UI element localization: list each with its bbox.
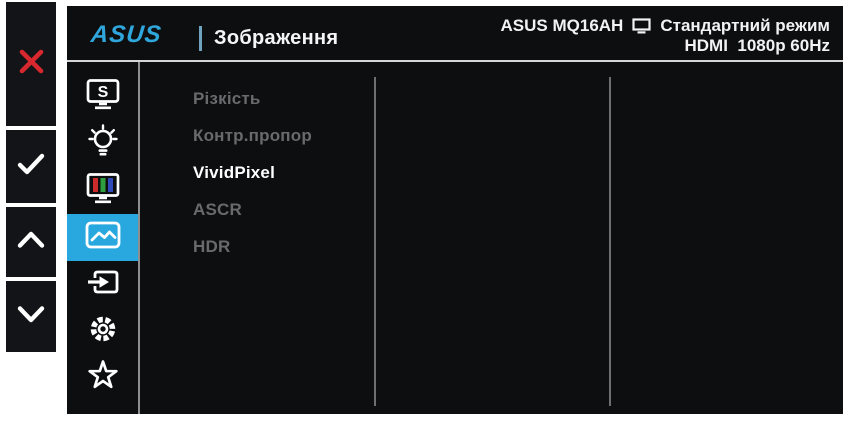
shortcut-star-icon: [85, 358, 121, 399]
confirm-button[interactable]: [6, 130, 56, 203]
monitor-model: ASUS MQ16AH: [500, 16, 624, 35]
sidebar-item-shortcut[interactable]: [67, 355, 138, 402]
sidebar-item-splendid[interactable]: S: [67, 73, 138, 120]
navigate-up-button[interactable]: [6, 207, 56, 277]
system-setup-icon: [85, 311, 121, 352]
sidebar-item-input-select[interactable]: [67, 261, 138, 308]
svg-text:S: S: [97, 84, 108, 101]
close-icon: [18, 48, 45, 80]
sidebar-item-system-setup[interactable]: [67, 308, 138, 355]
display-mode: Стандартний режим: [660, 16, 830, 35]
menu-item-aspect-control[interactable]: Контр.пропор: [193, 126, 312, 145]
menu-item-vividpixel[interactable]: VividPixel: [193, 163, 276, 182]
column-divider-2: [609, 77, 611, 406]
input-select-icon: [85, 266, 121, 303]
menu-item-sharpness[interactable]: Різкість: [193, 89, 261, 108]
chevron-down-icon: [16, 305, 46, 329]
image-menu: Різкість Контр.пропор VividPixel ASCR HD…: [142, 62, 414, 265]
page-title: Зображення: [214, 27, 339, 49]
header-divider: [67, 60, 843, 62]
chevron-up-icon: [16, 230, 46, 254]
sidebar-item-color[interactable]: [67, 167, 138, 214]
image-icon: [84, 219, 122, 256]
splendid-icon: S: [85, 78, 121, 115]
menu-item-hdr[interactable]: HDR: [193, 237, 231, 256]
sidebar-item-blue-light-filter[interactable]: [67, 120, 138, 167]
confirm-check-icon: [16, 152, 46, 181]
menu-item-ascr[interactable]: ASCR: [193, 200, 242, 219]
color-icon: [85, 172, 121, 209]
monitor-icon: [632, 18, 651, 34]
osd-panel: ASUS Зображення ASUS MQ16AH Стандартний …: [67, 6, 843, 414]
input-signal-info: HDMI 1080p 60Hz: [684, 36, 831, 55]
osd-sidebar: S: [67, 62, 140, 414]
close-button[interactable]: [6, 2, 56, 126]
sidebar-item-image[interactable]: [67, 214, 138, 261]
navigate-down-button[interactable]: [6, 281, 56, 352]
blue-light-filter-icon: [85, 123, 121, 164]
logo-divider: [199, 26, 202, 51]
monitor-status: ASUS MQ16AH Стандартний режим HDMI 1080p…: [501, 16, 830, 56]
column-divider-1: [374, 77, 376, 406]
asus-logo: ASUS: [89, 21, 164, 48]
